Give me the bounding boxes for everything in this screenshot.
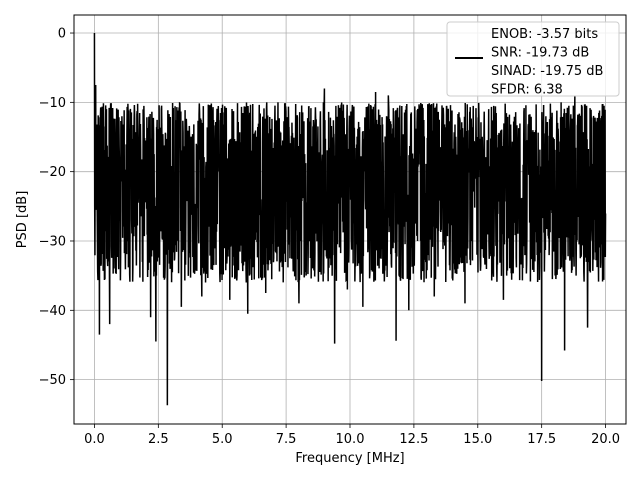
series-layer	[93, 33, 607, 406]
x-tick-label: 20.0	[591, 432, 620, 447]
legend-line: SNR: -19.73 dB	[491, 46, 589, 61]
x-tick-label: 2.5	[148, 432, 169, 447]
legend-line: ENOB: -3.57 bits	[491, 27, 598, 42]
legend-box	[446, 21, 620, 97]
legend: ENOB: -3.57 bits SNR: -19.73 dB SINAD: -19…	[446, 21, 620, 98]
x-tick-label: 0.0	[84, 432, 105, 447]
y-axis: 0 −10 −20 −30 −40 −50	[39, 27, 74, 388]
x-axis: 0.0 2.5 5.0 7.5 10.0 12.5 15.0 17.5 20.0	[84, 424, 620, 447]
psd-series-line	[93, 33, 607, 406]
y-tick-label: −10	[39, 96, 66, 111]
y-tick-label: −50	[39, 373, 66, 388]
x-tick-label: 7.5	[276, 432, 297, 447]
legend-series-label: ENOB: -3.57 bits SNR: -19.73 dB SINAD: -19…	[491, 27, 603, 98]
legend-line: SINAD: -19.75 dB	[491, 64, 603, 79]
legend-line: SFDR: 6.38	[491, 83, 563, 98]
x-tick-label: 10.0	[336, 432, 365, 447]
x-tick-label: 15.0	[463, 432, 492, 447]
x-axis-label: Frequency [MHz]	[295, 451, 404, 466]
y-axis-label: PSD [dB]	[15, 191, 30, 249]
x-tick-label: 17.5	[527, 432, 556, 447]
x-tick-label: 12.5	[399, 432, 428, 447]
y-tick-label: −40	[39, 304, 66, 319]
y-tick-label: −20	[39, 165, 66, 180]
x-tick-label: 5.0	[212, 432, 233, 447]
y-tick-label: −30	[39, 234, 66, 249]
y-tick-label: 0	[58, 27, 66, 42]
